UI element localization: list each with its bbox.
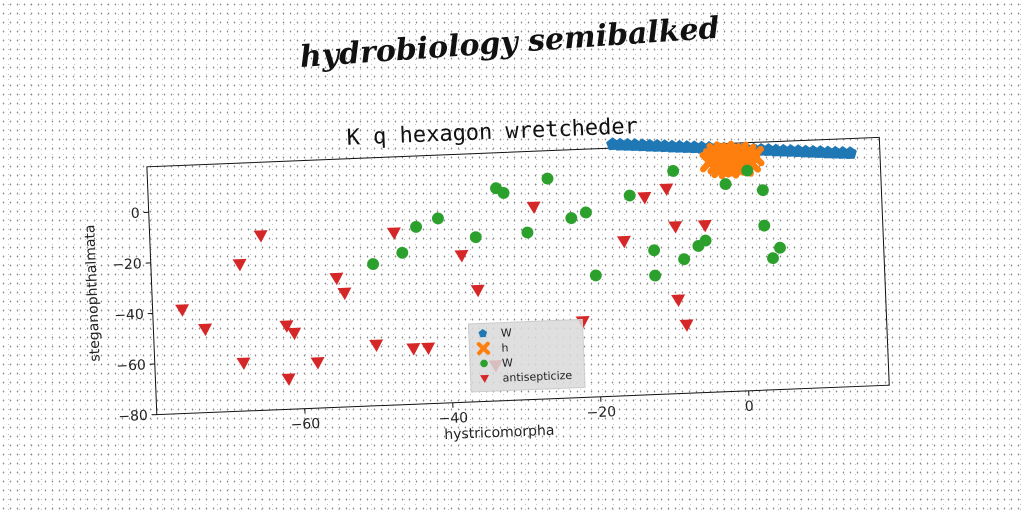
data-marks — [175, 137, 857, 386]
y-tick-label: −60 — [116, 357, 146, 374]
x-axis-title: hystricomorpha — [444, 423, 555, 443]
series-3-point — [369, 339, 384, 352]
series-0-point — [843, 146, 857, 160]
series-3-point — [232, 258, 247, 272]
series-3-point — [386, 227, 401, 240]
legend-label: h — [501, 341, 509, 354]
series-2-point — [756, 184, 769, 197]
x-tick-label: −20 — [586, 404, 616, 421]
series-2-point — [741, 164, 754, 177]
series-3-point — [616, 235, 631, 249]
series-2-point — [410, 220, 423, 233]
plot-frame — [146, 136, 890, 416]
series-2-point — [497, 187, 510, 199]
series-2-point — [648, 244, 661, 257]
series-2-point — [774, 241, 786, 254]
chart-title: K q hexagon wretcheder — [346, 114, 638, 151]
series-3-point — [279, 320, 294, 333]
series-3-point — [526, 201, 541, 214]
series-2-point — [758, 219, 771, 232]
y-tick-label: −80 — [118, 408, 148, 425]
series-3-point — [236, 357, 251, 370]
legend-label: W — [501, 326, 513, 339]
y-tick-label: 0 — [131, 206, 141, 222]
legend-box — [467, 318, 586, 393]
series-2-point — [431, 212, 444, 225]
series-2-point — [579, 206, 592, 219]
series-3-point — [406, 343, 421, 356]
series-3-point — [697, 219, 712, 233]
series-3-point — [253, 230, 268, 243]
series-3-point — [310, 357, 325, 370]
series-3-point — [421, 342, 436, 355]
series-2-point — [678, 253, 691, 266]
series-3-point — [287, 327, 302, 341]
legend-marker — [478, 328, 488, 338]
series-2-point — [367, 258, 380, 271]
series-3-point — [337, 287, 352, 301]
series-2-point — [469, 231, 482, 244]
y-tick-label: −40 — [114, 307, 144, 324]
x-tick-label: 0 — [745, 399, 755, 415]
x-tick-label: −60 — [290, 416, 320, 433]
legend-marker — [480, 374, 490, 383]
chart-area: K q hexagon wretcheder −60 −40 −20 0 0 −20 −40… — [82, 114, 890, 443]
series-2-point — [767, 252, 779, 265]
legend-label: W — [502, 356, 514, 369]
series-2-point — [541, 172, 554, 185]
series-3-point — [175, 304, 190, 317]
series-2-point — [521, 226, 534, 239]
series-3-point — [329, 272, 344, 286]
series-2-point — [649, 269, 662, 282]
x-tick-label: −40 — [438, 410, 468, 427]
series-3-point — [668, 221, 683, 234]
series-3-point — [470, 284, 485, 298]
series-2-point — [667, 165, 680, 177]
series-3-point — [637, 191, 652, 205]
series-2-point — [565, 212, 578, 225]
series-2-point — [719, 178, 732, 191]
series-3-point — [198, 323, 213, 337]
axis-ticks: −60 −40 −20 0 0 −20 −40 −60 −80 — [112, 206, 755, 434]
legend-marker — [480, 359, 488, 368]
legend-marker — [476, 341, 491, 356]
series-3-point — [281, 373, 296, 386]
y-axis-title: steganophthalmata — [82, 224, 103, 362]
series-2-point — [589, 269, 602, 282]
series-2-point — [699, 234, 712, 247]
series-3-point — [659, 183, 674, 196]
legend-label: antisepticize — [502, 369, 572, 385]
series-3-point — [671, 294, 686, 307]
series-3-point — [679, 319, 694, 332]
series-3-point — [454, 249, 469, 263]
series-2-point — [623, 189, 636, 202]
series-2-point — [396, 246, 409, 259]
y-tick-label: −20 — [112, 256, 142, 273]
